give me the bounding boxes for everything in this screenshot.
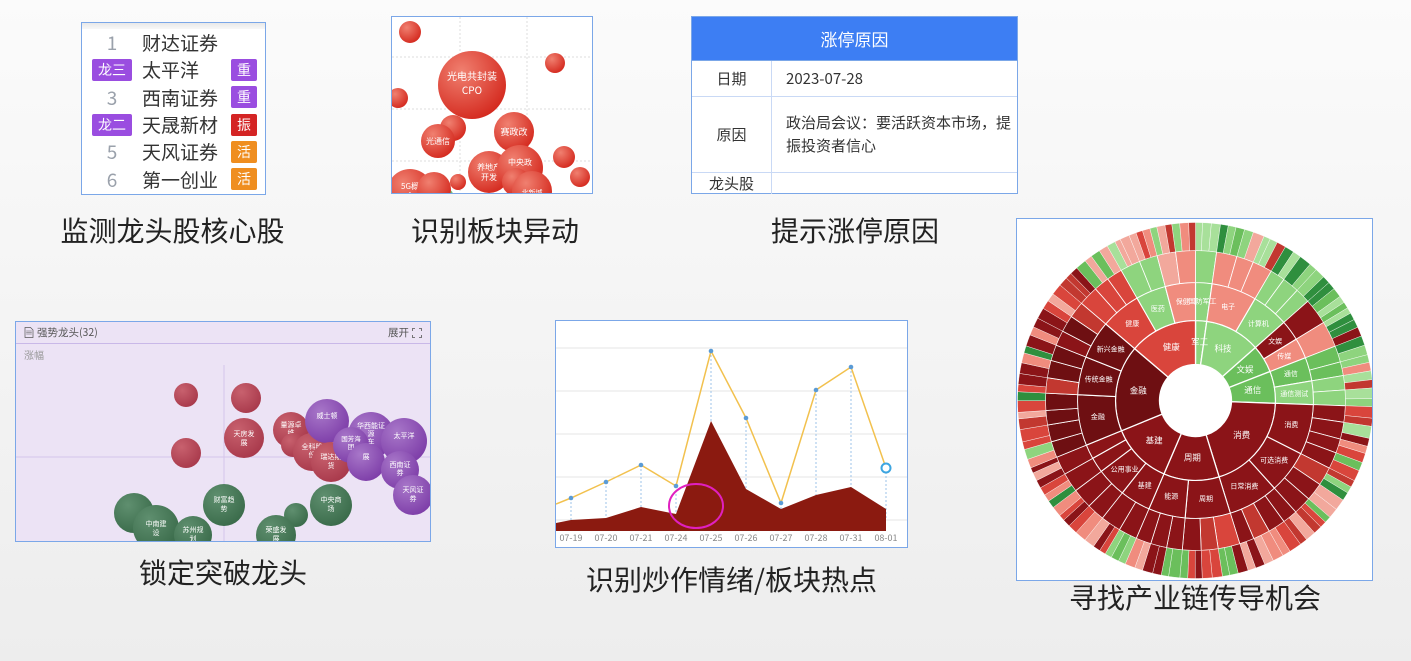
svg-text:医药: 医药 bbox=[1151, 304, 1165, 314]
svg-text:威士顿: 威士顿 bbox=[317, 411, 338, 421]
svg-text:日常消费: 日常消费 bbox=[1230, 482, 1258, 492]
svg-text:光通信: 光通信 bbox=[426, 136, 450, 147]
svg-text:科技: 科技 bbox=[1214, 343, 1232, 355]
svg-text:金融: 金融 bbox=[1091, 412, 1105, 422]
svg-text:07-24: 07-24 bbox=[664, 531, 687, 544]
svg-text:券: 券 bbox=[397, 468, 404, 478]
svg-text:07-31: 07-31 bbox=[839, 531, 862, 544]
svg-text:文娱: 文娱 bbox=[1268, 337, 1282, 347]
svg-text:通信: 通信 bbox=[1284, 369, 1298, 379]
svg-text:周期: 周期 bbox=[1184, 452, 1201, 464]
svg-text:券: 券 bbox=[410, 494, 417, 504]
svg-text:展: 展 bbox=[241, 438, 248, 448]
svg-text:周期: 周期 bbox=[1199, 494, 1213, 504]
svg-text:文娱: 文娱 bbox=[1236, 364, 1254, 376]
svg-text:货: 货 bbox=[328, 461, 335, 471]
svg-text:电子: 电子 bbox=[1221, 302, 1235, 312]
svg-text:北新城: 北新城 bbox=[522, 188, 543, 194]
svg-text:公用事业: 公用事业 bbox=[1111, 465, 1139, 475]
svg-text:设: 设 bbox=[153, 528, 160, 538]
svg-text:新兴金融: 新兴金融 bbox=[1097, 344, 1125, 354]
svg-text:场: 场 bbox=[328, 504, 335, 514]
svg-text:光电共封装: 光电共封装 bbox=[447, 68, 497, 83]
svg-text:07-27: 07-27 bbox=[769, 531, 792, 544]
svg-text:保健: 保健 bbox=[1176, 297, 1190, 307]
svg-text:基建: 基建 bbox=[1138, 480, 1152, 490]
svg-text:赛政改: 赛政改 bbox=[500, 125, 527, 138]
svg-text:传媒: 传媒 bbox=[1277, 352, 1291, 362]
svg-text:健康: 健康 bbox=[1125, 319, 1139, 329]
svg-text:07-26: 07-26 bbox=[734, 531, 757, 544]
svg-text:可选消费: 可选消费 bbox=[1260, 456, 1288, 466]
svg-text:计算机: 计算机 bbox=[1248, 319, 1269, 329]
svg-text:划: 划 bbox=[190, 534, 197, 542]
svg-text:基建: 基建 bbox=[1146, 434, 1164, 446]
svg-text:08-01: 08-01 bbox=[874, 531, 897, 544]
svg-text:军工: 军工 bbox=[1191, 336, 1209, 348]
svg-text:07-20: 07-20 bbox=[594, 531, 617, 544]
svg-text:07-19: 07-19 bbox=[559, 531, 582, 544]
svg-text:CPO: CPO bbox=[462, 82, 482, 97]
svg-text:展: 展 bbox=[363, 452, 370, 462]
svg-text:07-28: 07-28 bbox=[804, 531, 827, 544]
svg-text:07-25: 07-25 bbox=[699, 531, 722, 544]
svg-text:念: 念 bbox=[406, 191, 414, 194]
svg-text:展: 展 bbox=[273, 534, 280, 542]
svg-text:金融: 金融 bbox=[1130, 385, 1148, 397]
svg-text:国防军工: 国防军工 bbox=[1189, 297, 1217, 307]
svg-text:07-21: 07-21 bbox=[629, 531, 652, 544]
svg-text:势: 势 bbox=[221, 504, 228, 514]
svg-text:通信: 通信 bbox=[1244, 384, 1262, 396]
svg-text:消费: 消费 bbox=[1284, 420, 1298, 430]
svg-text:传统金融: 传统金融 bbox=[1085, 374, 1113, 384]
svg-text:消费: 消费 bbox=[1233, 429, 1251, 441]
svg-text:健康: 健康 bbox=[1163, 341, 1181, 353]
svg-text:太平洋: 太平洋 bbox=[394, 431, 415, 441]
svg-text:开发: 开发 bbox=[481, 172, 497, 183]
svg-text:能源: 能源 bbox=[1164, 491, 1178, 501]
svg-text:通信测试: 通信测试 bbox=[1280, 389, 1308, 399]
